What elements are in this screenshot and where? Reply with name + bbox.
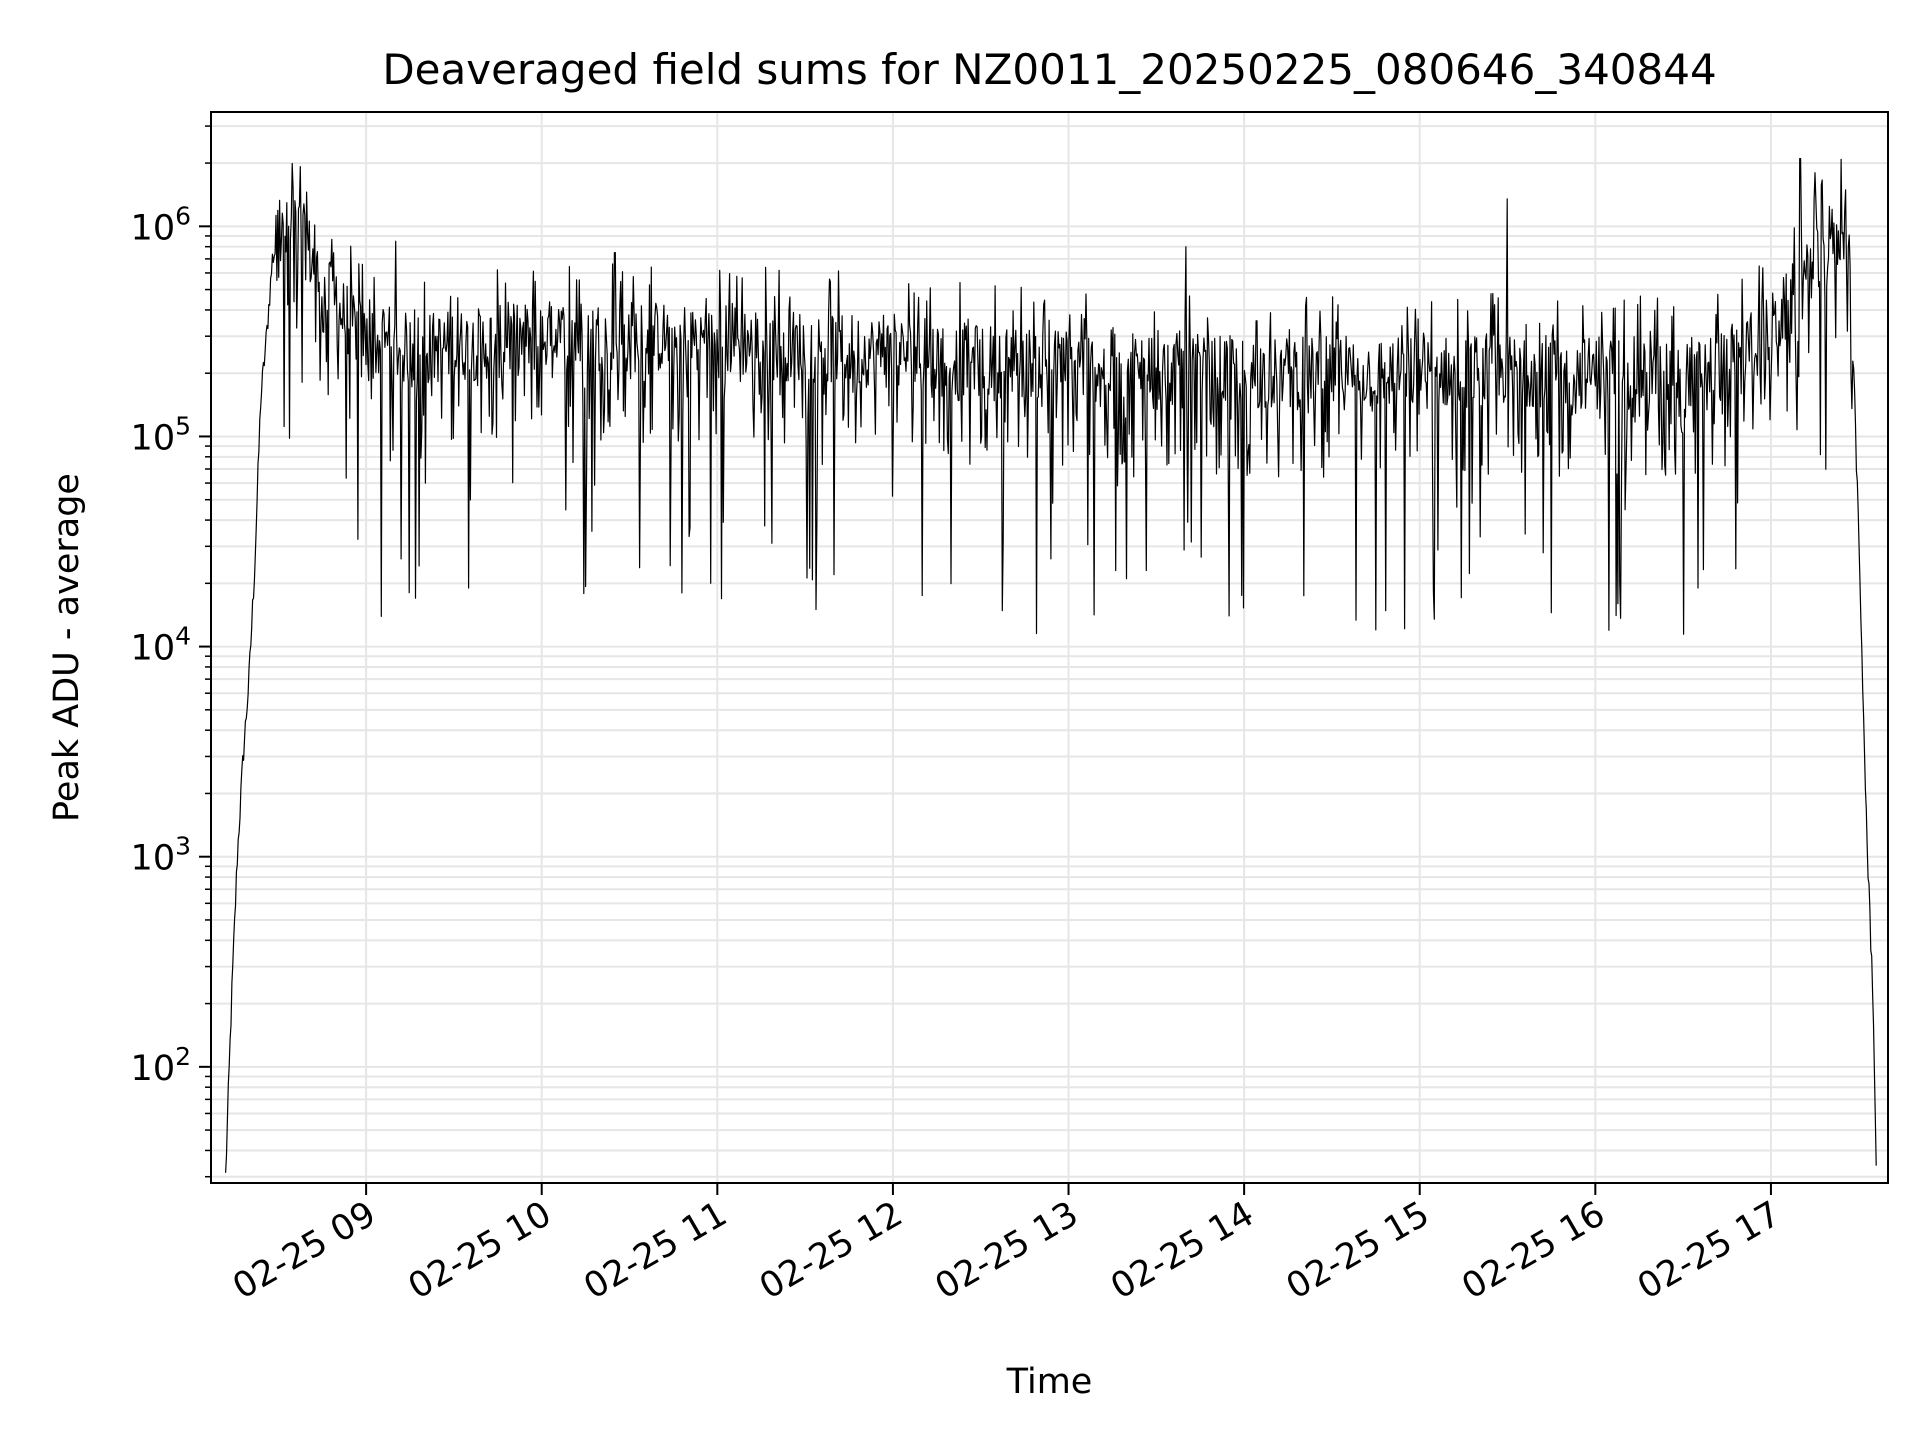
y-tick-label: 106: [131, 201, 191, 248]
y-tick-exponent: 4: [175, 622, 191, 651]
y-tick-base: 10: [131, 629, 176, 669]
y-tick-label: 102: [131, 1042, 191, 1089]
y-tick-label: 104: [131, 622, 191, 669]
y-tick-base: 10: [131, 839, 176, 879]
y-axis-label: Peak ADU - average: [47, 473, 87, 822]
y-tick-base: 10: [131, 208, 176, 248]
y-tick-base: 10: [131, 1049, 176, 1089]
y-tick-exponent: 5: [175, 411, 191, 440]
y-tick-label: 103: [131, 832, 191, 879]
y-tick-exponent: 2: [175, 1042, 191, 1071]
series-line: [225, 158, 1877, 1173]
y-tick-base: 10: [131, 418, 176, 458]
y-tick-label: 105: [131, 411, 191, 458]
series-layer: [225, 158, 1877, 1173]
y-tick-exponent: 6: [175, 201, 191, 230]
x-axis-label: Time: [1006, 1362, 1093, 1402]
chart-title: Deaveraged field sums for NZ0011_2025022…: [382, 45, 1716, 94]
y-tick-exponent: 3: [175, 832, 191, 861]
